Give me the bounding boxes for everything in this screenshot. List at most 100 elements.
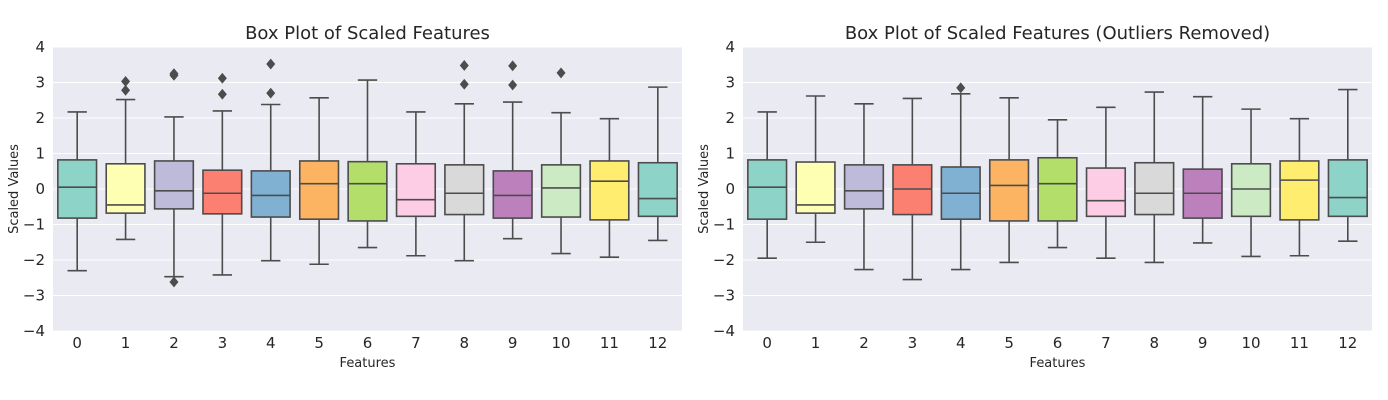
box-2 xyxy=(843,103,885,271)
x-tick-label: 8 xyxy=(459,334,469,352)
box-0 xyxy=(57,111,98,272)
outlier-point xyxy=(169,276,179,288)
box-11 xyxy=(1279,117,1320,257)
box-iqr xyxy=(637,161,678,218)
box-9 xyxy=(492,60,533,240)
outlier-point xyxy=(459,78,469,90)
y-axis-label: Scaled Values xyxy=(7,144,22,234)
x-tick-label: 10 xyxy=(1241,334,1260,352)
x-tick-label: 10 xyxy=(551,334,570,352)
x-tick-label: 8 xyxy=(1149,334,1159,352)
chart-title: Box Plot of Scaled Features (Outliers Re… xyxy=(845,23,1270,44)
x-tick-label: 1 xyxy=(121,334,131,352)
y-tick-label: 1 xyxy=(35,145,45,163)
x-tick-label: 6 xyxy=(1053,334,1063,352)
outlier-point xyxy=(556,67,566,79)
x-tick-label: 5 xyxy=(1004,334,1014,352)
x-axis-label: Features xyxy=(1030,356,1086,371)
x-tick-label: 12 xyxy=(1338,334,1357,352)
box-iqr xyxy=(1134,161,1175,216)
box-iqr xyxy=(298,160,340,220)
box-iqr xyxy=(1279,160,1320,221)
y-axis-label: Scaled Values xyxy=(697,144,712,234)
box-7 xyxy=(1085,106,1127,260)
box-0 xyxy=(747,111,788,260)
y-tick-label: −2 xyxy=(23,251,45,269)
box-12 xyxy=(1327,88,1368,242)
x-tick-label: 4 xyxy=(956,334,966,352)
box-11 xyxy=(589,117,630,258)
y-tick-label: 0 xyxy=(35,180,45,198)
y-tick-label: −4 xyxy=(713,322,735,340)
box-iqr xyxy=(492,170,533,219)
outlier-point xyxy=(169,68,179,80)
box-6 xyxy=(1037,118,1078,249)
y-tick-label: 4 xyxy=(35,38,45,56)
x-tick-label: 2 xyxy=(859,334,869,352)
x-axis-label: Features xyxy=(340,356,396,371)
box-10 xyxy=(540,67,582,255)
box-iqr xyxy=(747,159,788,220)
box-8 xyxy=(444,60,485,262)
y-tick-label: 4 xyxy=(725,38,735,56)
outlier-point xyxy=(266,58,276,70)
box-iqr xyxy=(57,159,98,219)
box-iqr xyxy=(153,160,195,210)
outlier-point xyxy=(266,87,276,99)
box-1 xyxy=(795,95,836,244)
box-iqr xyxy=(1327,159,1368,218)
x-tick-label: 3 xyxy=(218,334,228,352)
x-tick-label: 7 xyxy=(411,334,421,352)
box-4 xyxy=(940,82,981,271)
x-tick-label: 1 xyxy=(811,334,821,352)
x-tick-label: 12 xyxy=(648,334,667,352)
y-tick-label: −3 xyxy=(23,287,45,305)
box-iqr xyxy=(395,162,437,218)
y-tick-label: 3 xyxy=(35,74,45,92)
outlier-point xyxy=(217,88,227,100)
x-tick-label: 0 xyxy=(72,334,82,352)
outlier-point xyxy=(121,84,131,96)
box-2 xyxy=(153,68,195,288)
y-tick-label: −2 xyxy=(713,251,735,269)
y-tick-label: −1 xyxy=(713,216,735,234)
box-iqr xyxy=(1230,162,1272,218)
x-tick-label: 9 xyxy=(508,334,518,352)
x-tick-label: 11 xyxy=(600,334,619,352)
outlier-point xyxy=(956,82,966,94)
x-tick-label: 0 xyxy=(762,334,772,352)
y-tick-label: 3 xyxy=(725,74,735,92)
box-iqr xyxy=(589,160,630,221)
box-3 xyxy=(202,72,243,276)
box-4 xyxy=(250,58,291,262)
outlier-point xyxy=(459,60,469,71)
x-tick-label: 2 xyxy=(169,334,179,352)
outlier-point xyxy=(508,60,518,72)
box-12 xyxy=(637,86,678,242)
outlier-point xyxy=(508,79,518,91)
outlier-point xyxy=(217,72,227,84)
box-9 xyxy=(1182,95,1223,244)
y-tick-label: −4 xyxy=(23,322,45,340)
box-iqr xyxy=(202,169,243,215)
box-6 xyxy=(347,79,388,249)
outlier-point xyxy=(121,76,131,87)
box-iqr xyxy=(444,164,485,216)
box-7 xyxy=(395,111,437,257)
box-8 xyxy=(1134,91,1175,264)
box-iqr xyxy=(1037,156,1078,222)
box-iqr xyxy=(347,160,388,222)
box-iqr xyxy=(540,164,582,218)
x-tick-label: 11 xyxy=(1290,334,1309,352)
x-tick-label: 7 xyxy=(1101,334,1111,352)
box-iqr xyxy=(843,164,885,210)
x-tick-label: 5 xyxy=(314,334,324,352)
box-1 xyxy=(105,76,146,241)
box-3 xyxy=(892,97,933,281)
y-tick-label: 2 xyxy=(725,109,735,127)
box-5 xyxy=(298,96,340,266)
box-10 xyxy=(1230,108,1272,258)
